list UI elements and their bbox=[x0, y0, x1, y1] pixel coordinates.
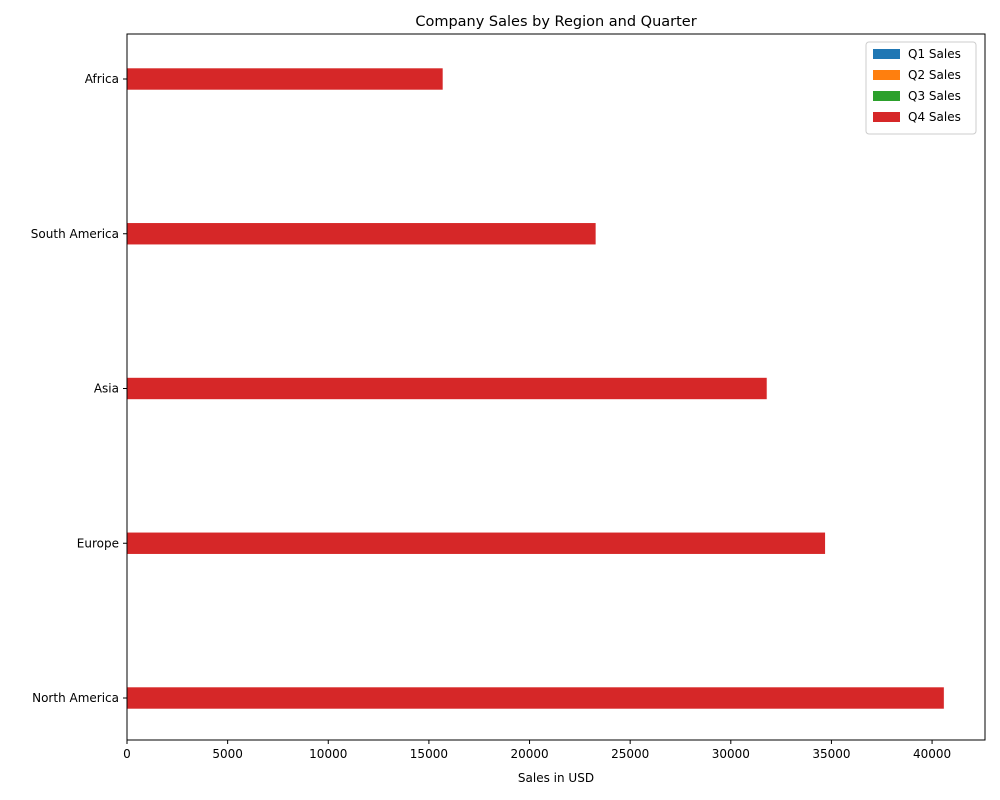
x-tick-label: 0 bbox=[123, 747, 131, 761]
x-tick-label: 10000 bbox=[309, 747, 347, 761]
chart-title: Company Sales by Region and Quarter bbox=[415, 14, 696, 30]
bar-q4-sales-north-america bbox=[126, 686, 945, 710]
axes-layer: 0 5000 10000 15000 20000 25000 30000 35000 40000… bbox=[31, 33, 986, 761]
legend-swatch bbox=[873, 49, 900, 59]
legend-label: Q4 Sales bbox=[908, 110, 961, 124]
y-tick-label: Europe bbox=[77, 536, 119, 550]
x-tick-label: 30000 bbox=[712, 747, 750, 761]
x-tick-label: 35000 bbox=[812, 747, 850, 761]
legend-swatch bbox=[873, 70, 900, 80]
x-axis-title: Sales in USD bbox=[518, 771, 594, 785]
bar-q4-sales-africa bbox=[126, 67, 444, 91]
legend-swatch bbox=[873, 91, 900, 101]
y-tick-label: South America bbox=[31, 227, 119, 241]
legend: Q1 Sales Q2 Sales Q3 Sales Q4 Sales bbox=[865, 41, 977, 135]
bar-q4-sales-europe bbox=[126, 531, 826, 555]
bar-q4-sales-south-america bbox=[126, 222, 597, 246]
legend-label: Q3 Sales bbox=[908, 89, 961, 103]
legend-box bbox=[865, 41, 977, 135]
legend-label: Q2 Sales bbox=[908, 68, 961, 82]
y-tick-label: North America bbox=[32, 691, 119, 705]
bar-q4-sales-asia bbox=[126, 377, 768, 400]
x-tick-label: 5000 bbox=[212, 747, 243, 761]
y-tick-label: Asia bbox=[94, 382, 119, 396]
x-tick-label: 20000 bbox=[510, 747, 548, 761]
legend-swatch bbox=[873, 112, 900, 122]
x-tick-label: 25000 bbox=[611, 747, 649, 761]
x-tick-label: 15000 bbox=[410, 747, 448, 761]
bars-layer bbox=[126, 67, 945, 710]
y-tick-label: Africa bbox=[85, 72, 119, 86]
plot-frame bbox=[126, 33, 986, 741]
x-tick-label: 40000 bbox=[913, 747, 951, 761]
legend-label: Q1 Sales bbox=[908, 47, 961, 61]
